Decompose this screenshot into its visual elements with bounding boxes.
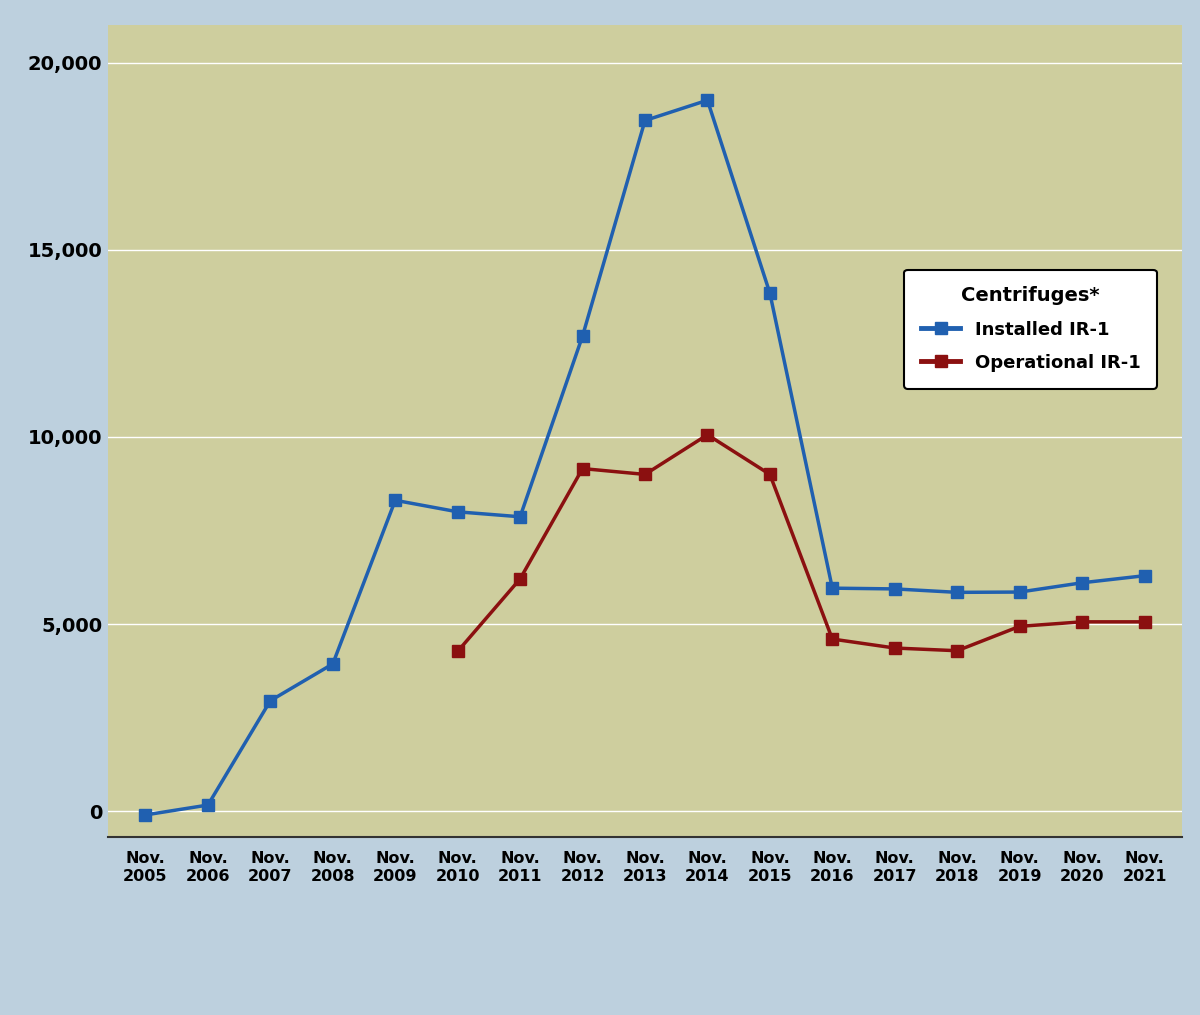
Legend: Installed IR-1, Operational IR-1: Installed IR-1, Operational IR-1 [905, 270, 1157, 389]
